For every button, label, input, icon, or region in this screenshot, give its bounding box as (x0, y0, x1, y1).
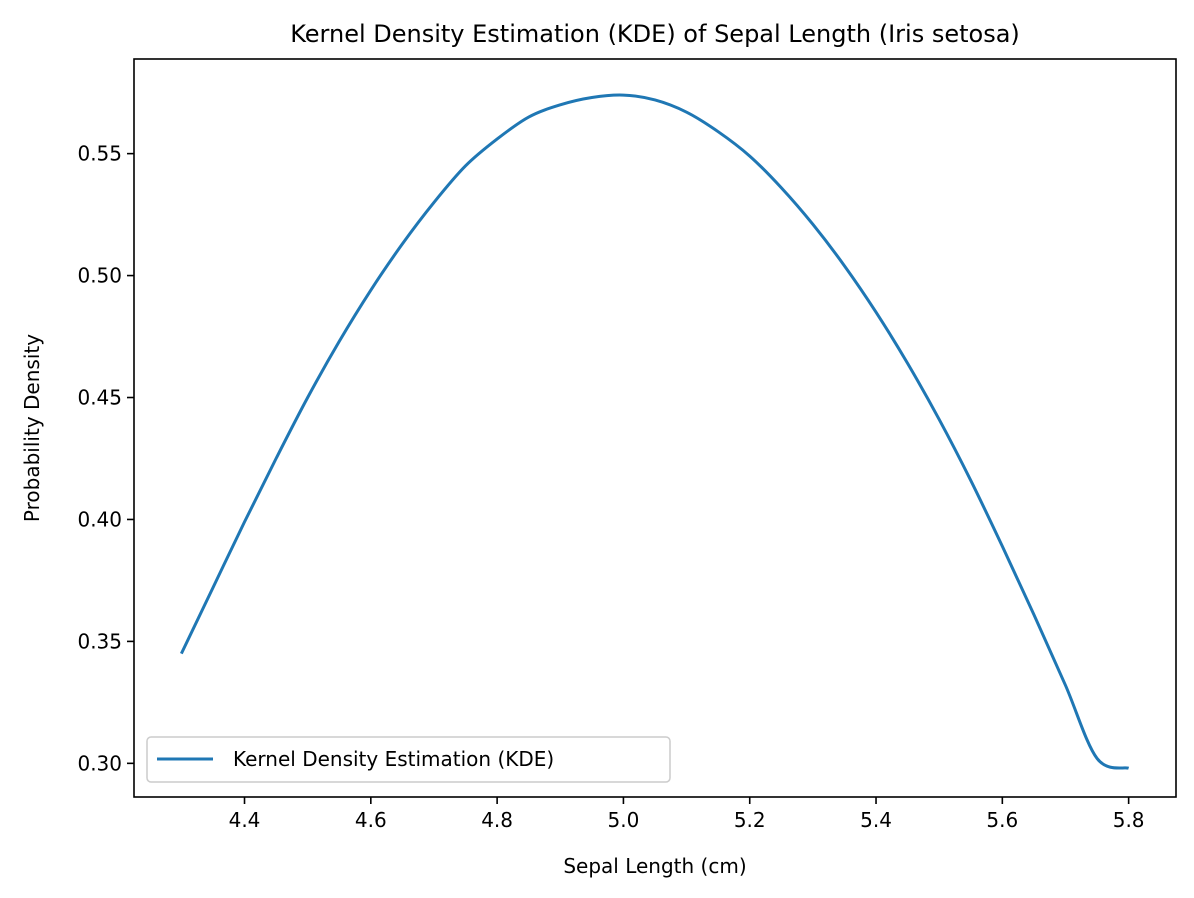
y-axis-label: Probability Density (20, 334, 44, 522)
x-tick-label: 5.2 (734, 808, 766, 832)
y-axis: 0.30 0.35 0.40 0.45 0.50 0.55 (77, 142, 134, 775)
legend-entry-label: Kernel Density Estimation (KDE) (233, 747, 554, 771)
x-tick-label: 5.8 (1113, 808, 1145, 832)
y-tick-label: 0.30 (77, 751, 122, 775)
y-tick-label: 0.40 (77, 507, 122, 531)
x-tick-label: 4.8 (481, 808, 513, 832)
y-tick-label: 0.50 (77, 264, 122, 288)
x-tick-label: 5.4 (860, 808, 892, 832)
y-tick-label: 0.35 (77, 629, 122, 653)
x-tick-label: 4.4 (229, 808, 261, 832)
kde-series-line (180, 93, 1130, 770)
legend: Kernel Density Estimation (KDE) (146, 736, 671, 783)
x-axis: 4.4 4.6 4.8 5.0 5.2 5.4 5.6 5.8 (229, 797, 1145, 832)
legend-box (146, 736, 671, 783)
y-tick-label: 0.55 (77, 142, 122, 166)
y-tick-label: 0.45 (77, 386, 122, 410)
x-tick-label: 4.6 (355, 808, 387, 832)
x-tick-label: 5.6 (986, 808, 1018, 832)
chart-title: Kernel Density Estimation (KDE) of Sepal… (290, 20, 1020, 48)
x-axis-label: Sepal Length (cm) (563, 854, 746, 878)
x-tick-label: 5.0 (608, 808, 640, 832)
plot-area-frame (133, 58, 1177, 798)
